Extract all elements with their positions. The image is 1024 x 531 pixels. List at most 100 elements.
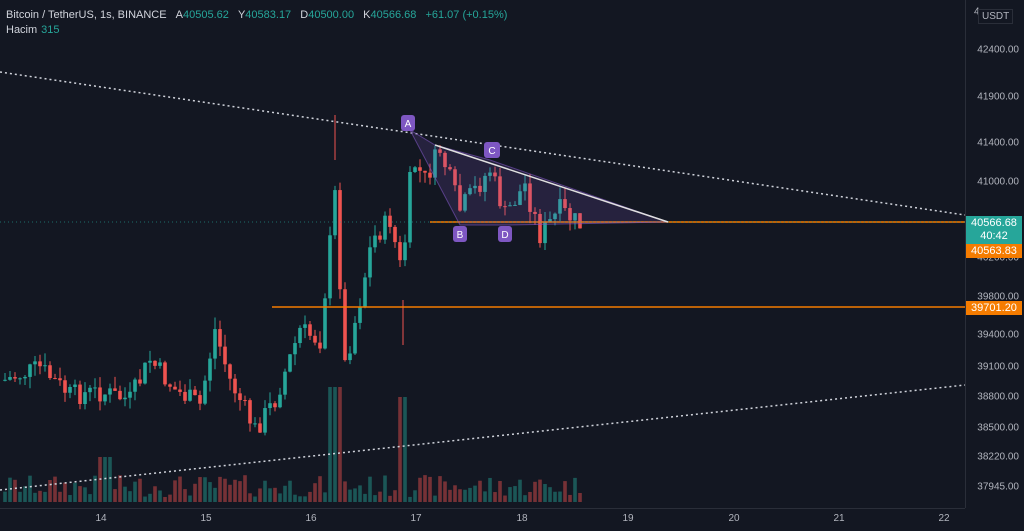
volume-bar [223,478,227,502]
volume-bar [428,476,432,502]
current-price-value: 40566.68 [971,217,1017,229]
x-tick: 20 [728,513,740,524]
symbol-title[interactable]: Bitcoin / TetherUS, 1s, BINANCE [6,9,167,21]
volume-bar [348,489,352,502]
volume-bar [368,476,372,502]
volume-bar [138,478,142,502]
volume-bar [253,496,257,502]
candle [98,387,102,402]
volume-bar [358,485,362,502]
lower-trendline[interactable] [0,384,965,491]
candle [333,190,337,236]
volume-bar [238,481,242,502]
currency-badge[interactable]: USDT [978,9,1014,24]
volume-bar [128,491,132,502]
candle [258,423,262,433]
candle [253,423,257,425]
candle [143,362,147,384]
volume-bar [353,488,357,502]
high-value: 40583.17 [245,9,292,21]
candle [33,361,37,365]
volume-bar [88,494,92,502]
candle [463,194,467,211]
y-tick: 40200.00 [977,252,1019,264]
candle [328,235,332,299]
candle [563,199,567,209]
candle [228,364,232,379]
volume-bar [83,487,87,502]
symbol-header: Bitcoin / TetherUS, 1s, BINANCE A40505.6… [6,8,507,22]
y-tick: 38500.00 [977,422,1019,434]
candle [18,378,22,380]
candle [468,188,472,195]
volume-bar [508,487,512,502]
candle [3,379,7,381]
price-chart[interactable]: A B C D [0,0,965,508]
volume-bar [543,484,547,502]
candle [533,211,537,214]
level-upper-label: 40563.83 [966,244,1022,258]
volume-bar [513,486,517,502]
candle [203,380,207,404]
candle [153,360,157,366]
volume-bar [203,477,207,502]
candle [283,371,287,395]
volume-bar [113,489,117,502]
volume-bar [488,477,492,502]
volume-bar [118,475,122,502]
volume-header[interactable]: Hacim 315 [6,24,60,36]
volume-bar [263,480,267,502]
pattern-label-b[interactable]: B [453,226,467,242]
x-tick: 15 [200,513,212,524]
y-tick: 37945.00 [977,481,1019,493]
candle [88,387,92,393]
candle [288,354,292,372]
volume-bar [28,475,32,502]
pattern-label-a[interactable]: A [401,115,415,131]
candle [178,389,182,392]
x-tick: 21 [833,513,845,524]
close-key: K [363,9,371,21]
candle [168,384,172,387]
svg-text:A: A [405,119,412,130]
candle [338,190,342,290]
candle [568,208,572,221]
candle [243,400,247,402]
y-tick: 39800.00 [977,291,1019,303]
candle [38,361,42,367]
candle [428,172,432,178]
volume-bar [413,490,417,502]
pattern-top-line [434,144,669,223]
volume-bar [168,494,172,502]
candle [388,215,392,227]
x-tick: 22 [938,513,950,524]
volume-bar [433,495,437,502]
volume-bar [328,387,332,502]
volume-bar [298,496,302,502]
volume-bar [208,482,212,502]
volume-bar [158,490,162,502]
pattern-label-c[interactable]: C [484,142,500,158]
volume-bar [248,493,252,502]
volume-bar [63,482,67,502]
pattern-label-d[interactable]: D [498,226,512,242]
triangle-pattern[interactable] [408,128,669,226]
volume-bar [173,480,177,502]
svg-text:D: D [501,230,508,241]
y-tick: 38220.00 [977,451,1019,463]
candle [193,389,197,396]
candle [558,199,562,214]
candle [548,219,552,222]
candle [158,362,162,366]
volume-bar [578,492,582,502]
open-value: 40505.62 [183,9,229,21]
time-axis[interactable]: 14 15 16 17 18 19 20 21 22 [0,508,965,531]
candle [233,378,237,394]
volume-bar [73,482,77,502]
candle [93,387,97,389]
candle [268,403,272,409]
volume-bar [133,481,137,502]
volume-bar [153,486,157,502]
candle [173,386,177,390]
volume-bar [68,495,72,502]
